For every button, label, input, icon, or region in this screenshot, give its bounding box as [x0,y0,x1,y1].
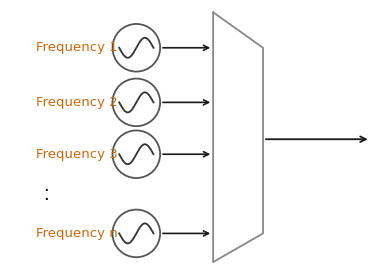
Text: Frequency n: Frequency n [36,227,118,240]
Text: Frequency 1: Frequency 1 [36,41,118,54]
Text: .: . [43,186,49,204]
Text: Frequency 3: Frequency 3 [36,148,118,161]
Text: .: . [43,177,49,195]
Text: Frequency 2: Frequency 2 [36,96,118,109]
